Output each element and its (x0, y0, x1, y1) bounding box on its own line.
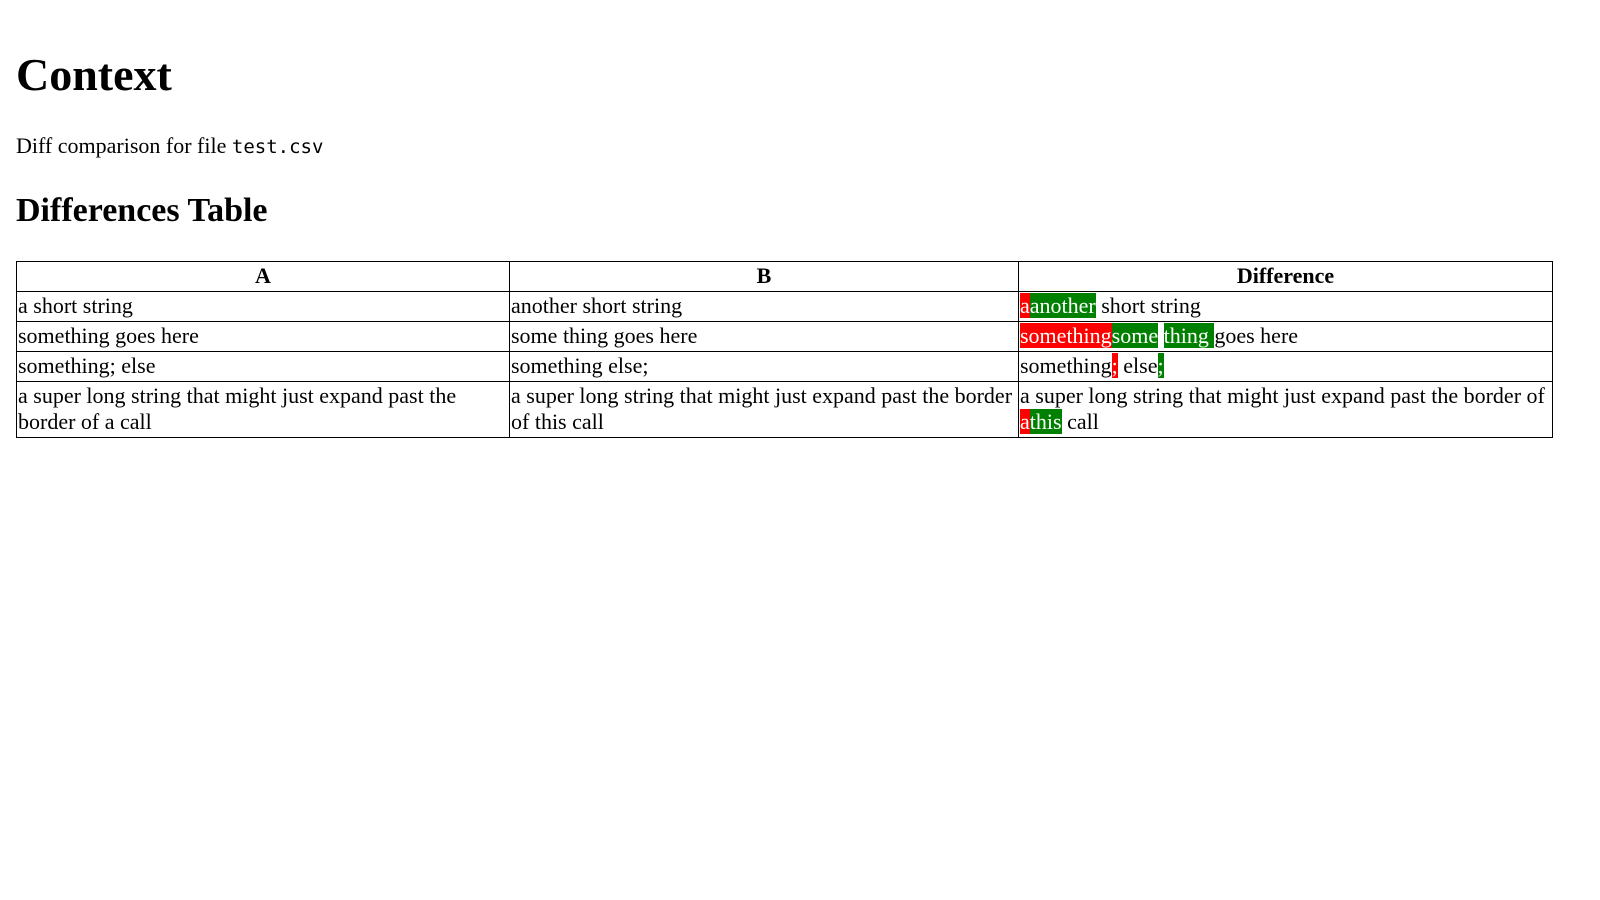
cell-a: something goes here (16, 321, 510, 352)
diff-unchanged (1158, 323, 1164, 348)
cell-b: a super long string that might just expa… (509, 381, 1019, 438)
subtitle-text: Diff comparison for file (16, 133, 232, 158)
diff-inserted: thing (1163, 323, 1215, 348)
cell-b: something else; (509, 351, 1019, 382)
diff-inserted: this (1029, 409, 1062, 434)
page-subtitle: Diff comparison for file test.csv (16, 132, 1584, 161)
column-header-a: A (16, 261, 510, 292)
filename: test.csv (231, 136, 324, 158)
diff-unchanged: else (1117, 353, 1158, 378)
diff-unchanged: goes here (1214, 323, 1299, 348)
cell-b: some thing goes here (509, 321, 1019, 352)
table-body: a short string another short string aanoth… (16, 291, 1553, 438)
table-row: something goes here some thing goes here s… (16, 321, 1553, 352)
diff-deleted: a (1020, 293, 1030, 318)
column-header-difference: Difference (1018, 261, 1553, 292)
column-header-b: B (509, 261, 1019, 292)
table-row: something; else something else; something;… (16, 351, 1553, 382)
cell-a: a super long string that might just expa… (16, 381, 510, 438)
diff-unchanged: short string (1095, 293, 1201, 318)
differences-table: A B Difference a short string another sho… (16, 261, 1553, 438)
diff-deleted: ; (1111, 353, 1118, 378)
cell-a: something; else (16, 351, 510, 382)
table-row: a super long string that might just expa… (16, 381, 1553, 438)
cell-difference: something; else; (1018, 351, 1553, 382)
table-row: a short string another short string aanoth… (16, 291, 1553, 322)
page-title: Context (16, 49, 172, 100)
diff-inserted: some (1111, 323, 1159, 348)
cell-difference: somethingsome thing goes here (1018, 321, 1553, 352)
table-header-row: A B Difference (16, 261, 1553, 292)
diff-unchanged: a super long string that might just expa… (1020, 383, 1551, 408)
section-title: Differences Table (16, 192, 268, 229)
diff-deleted: a (1020, 409, 1030, 434)
cell-b: another short string (509, 291, 1019, 322)
diff-deleted: something (1020, 323, 1112, 348)
diff-unchanged: call (1061, 409, 1099, 434)
cell-a: a short string (16, 291, 510, 322)
diff-inserted: ; (1157, 353, 1164, 378)
cell-difference: aanother short string (1018, 291, 1553, 322)
diff-inserted: another (1029, 293, 1096, 318)
diff-unchanged: something (1020, 353, 1112, 378)
cell-difference: a super long string that might just expa… (1018, 381, 1553, 438)
